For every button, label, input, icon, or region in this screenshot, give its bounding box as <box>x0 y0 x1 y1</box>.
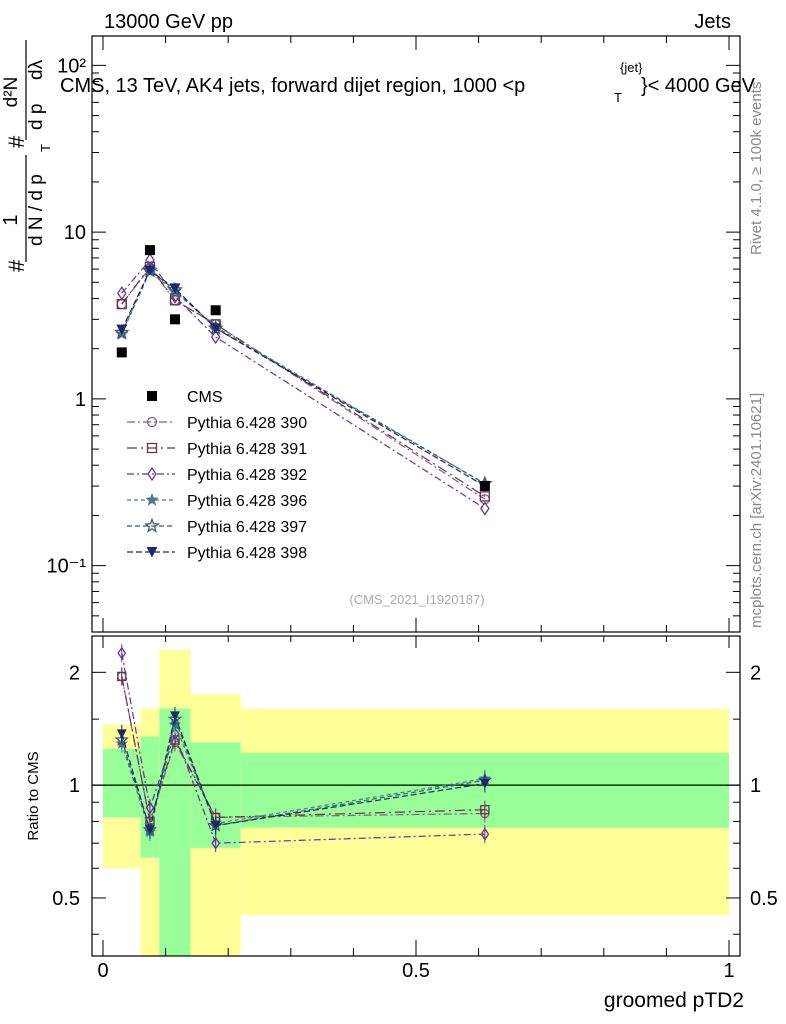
ratio-point-p392 <box>145 801 155 815</box>
main-point-p398 <box>210 323 222 334</box>
title-superscript: {jet} <box>620 60 643 75</box>
mcplots-label: mcplots.cern.ch [arXiv:2401.10621] <box>748 393 765 628</box>
ylabel-dlambda: dλ <box>26 59 47 80</box>
legend-marker-p398 <box>146 547 158 558</box>
main-ytick-label: 1 <box>75 389 86 411</box>
legend-marker-p392 <box>147 466 157 482</box>
ratio-point-p398 <box>116 729 127 739</box>
ratio-point-p398 <box>170 711 180 721</box>
ratio-point-p392 <box>117 646 127 660</box>
main-ytick-label: 10² <box>57 55 86 77</box>
analysis-watermark: (CMS_2021_I1920187) <box>349 592 484 607</box>
ylabel-frac2-num: d²N <box>1 77 22 108</box>
legend-marker-p397 <box>144 517 160 533</box>
ratio-point-p392 <box>480 827 490 841</box>
main-point-p392 <box>116 286 127 301</box>
main-ylabel: # 1 d N / d p T # d²N d p dλ <box>0 40 53 272</box>
legend: CMS Pythia 6.428 390 Pythia 6.428 391 Pythi… <box>127 389 307 562</box>
ylabel-frac1-den: d N / d p <box>26 174 47 246</box>
rivet-label: Rivet 4.1.0, ≥ 100k events <box>748 82 765 255</box>
ratio-point-p398 <box>145 825 155 835</box>
main-point-p398 <box>169 283 181 294</box>
main-point-p391 <box>479 491 491 502</box>
legend-marker-p396 <box>145 492 159 506</box>
main-point-p398 <box>116 324 128 336</box>
main-series-line-p398 <box>121 269 486 487</box>
title-subscript: T <box>614 90 622 105</box>
legend-marker-p391 <box>146 442 158 454</box>
ratio-ytick-label: 1 <box>69 775 80 797</box>
ratio-series-line-p396 <box>121 722 485 835</box>
title-tail: }< 4000 GeV <box>641 75 756 97</box>
legend-marker-data <box>147 391 157 401</box>
ratio-ytick-label: 2 <box>69 662 80 684</box>
ratio-ylabel: Ratio to CMS <box>25 751 42 840</box>
ratio-point-p398 <box>210 821 221 831</box>
ratio-xtick-label: 0 <box>97 960 108 982</box>
ratio-ytick-label-right: 2 <box>750 662 761 684</box>
ratio-point-p398 <box>479 779 490 789</box>
ratio-point-p391 <box>117 671 127 682</box>
legend-label-p391: Pythia 6.428 391 <box>187 441 307 458</box>
legend-marker-p390 <box>146 416 158 428</box>
ratio-ytick-label: 0.5 <box>52 888 80 910</box>
data-point-cms <box>169 314 180 325</box>
data-point-cms <box>144 245 155 256</box>
main-series-layer <box>113 245 493 516</box>
ylabel-frac2-den: d p <box>26 104 47 130</box>
ratio-series-line-p397 <box>121 717 485 833</box>
legend-label-p392: Pythia 6.428 392 <box>187 467 307 484</box>
data-point-cms <box>116 347 127 358</box>
ratio-point-p392 <box>211 836 221 850</box>
ratio-frame <box>91 635 741 957</box>
ylabel-sub-t: T <box>38 144 53 152</box>
header-right: Jets <box>694 11 731 33</box>
main-ytick-label: 10 <box>64 222 86 244</box>
title-main: CMS, 13 TeV, AK4 jets, forward dijet reg… <box>60 75 525 97</box>
main-frame <box>91 35 741 633</box>
main-point-p398 <box>144 265 156 276</box>
legend-label-p398: Pythia 6.428 398 <box>187 545 307 562</box>
ylabel-frac1-num: 1 <box>0 214 22 225</box>
main-point-p392 <box>210 329 221 345</box>
data-point-cms <box>210 305 221 316</box>
header-left: 13000 GeV pp <box>104 11 233 33</box>
ylabel-hash-2: # <box>4 135 29 148</box>
main-point-p397 <box>113 324 130 340</box>
legend-label-data: CMS <box>187 389 223 406</box>
plot-title: CMS, 13 TeV, AK4 jets, forward dijet reg… <box>60 60 756 105</box>
ratio-xtick-label: 0.5 <box>402 960 430 982</box>
main-ytick-label: 10⁻¹ <box>47 556 87 578</box>
legend-label-p390: Pythia 6.428 390 <box>187 415 307 432</box>
ratio-ytick-label-right: 0.5 <box>750 888 778 910</box>
main-series-line-p391 <box>121 265 486 497</box>
main-series-line-p392 <box>121 259 486 510</box>
legend-label-p397: Pythia 6.428 397 <box>187 519 307 536</box>
ratio-ytick-label-right: 1 <box>750 775 761 797</box>
ylabel-hash-1: # <box>4 259 29 272</box>
ratio-point-p391 <box>480 804 490 815</box>
ratio-series-layer <box>114 644 493 853</box>
data-point-cms <box>479 481 490 492</box>
main-axes: 10⁻¹ 1 10 10² <box>47 36 740 632</box>
ratio-xtick-label: 1 <box>723 960 734 982</box>
legend-label-p396: Pythia 6.428 396 <box>187 493 307 510</box>
ratio-xlabel: groomed pTD2 <box>604 989 744 1012</box>
main-point-p392 <box>480 501 490 516</box>
band-inner <box>103 748 141 818</box>
